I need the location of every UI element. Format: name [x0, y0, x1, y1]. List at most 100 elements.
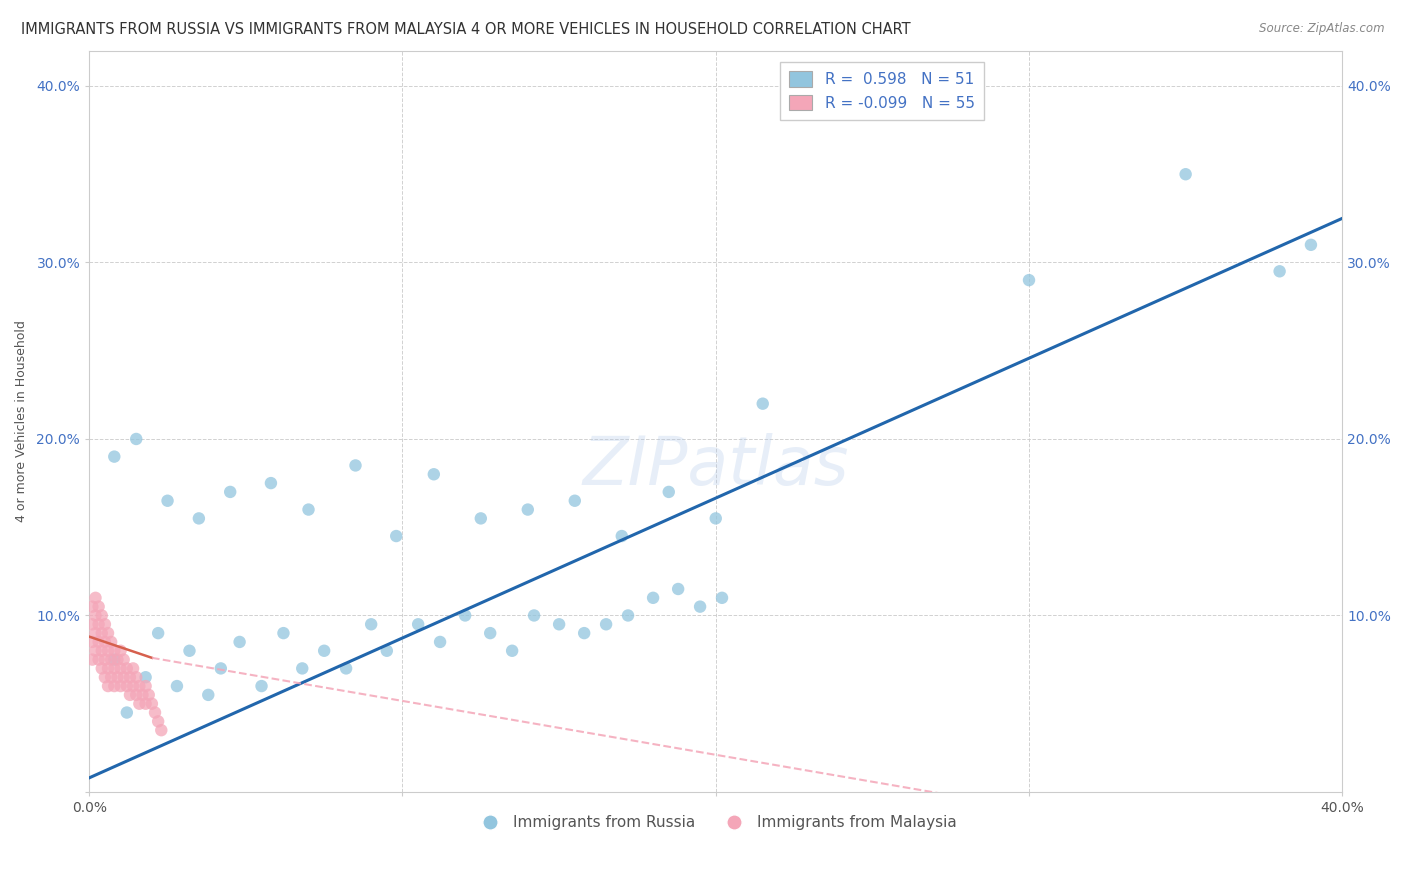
Point	[90, 661, 112, 675]
Point	[100, 670, 122, 684]
Point	[156, 493, 179, 508]
Point	[470, 511, 492, 525]
Point	[115, 661, 138, 675]
Point	[516, 502, 538, 516]
Point	[115, 679, 138, 693]
Point	[100, 635, 122, 649]
Point	[131, 688, 153, 702]
Point	[297, 502, 319, 516]
Point	[141, 697, 163, 711]
Point	[179, 644, 201, 658]
Point	[138, 688, 160, 702]
Point	[1018, 273, 1040, 287]
Point	[87, 635, 110, 649]
Point	[135, 670, 157, 684]
Point	[423, 467, 446, 482]
Point	[146, 714, 169, 729]
Point	[103, 450, 125, 464]
Point	[125, 670, 148, 684]
Point	[344, 458, 367, 473]
Point	[90, 644, 112, 658]
Point	[118, 688, 141, 702]
Point	[219, 484, 242, 499]
Point	[84, 608, 107, 623]
Text: ZIPatlas: ZIPatlas	[582, 433, 849, 499]
Point	[82, 652, 104, 666]
Point	[118, 670, 141, 684]
Point	[572, 626, 595, 640]
Point	[187, 511, 209, 525]
Text: IMMIGRANTS FROM RUSSIA VS IMMIGRANTS FROM MALAYSIA 4 OR MORE VEHICLES IN HOUSEHO: IMMIGRANTS FROM RUSSIA VS IMMIGRANTS FRO…	[21, 22, 911, 37]
Point	[501, 644, 523, 658]
Point	[135, 679, 157, 693]
Point	[617, 608, 640, 623]
Point	[87, 617, 110, 632]
Point	[107, 652, 129, 666]
Point	[704, 511, 727, 525]
Point	[143, 706, 166, 720]
Point	[90, 626, 112, 640]
Point	[94, 617, 117, 632]
Point	[122, 679, 145, 693]
Point	[103, 679, 125, 693]
Point	[595, 617, 617, 632]
Point	[94, 652, 117, 666]
Point	[97, 626, 120, 640]
Point	[110, 661, 132, 675]
Point	[146, 626, 169, 640]
Point	[429, 635, 451, 649]
Point	[112, 652, 135, 666]
Point	[125, 688, 148, 702]
Point	[523, 608, 546, 623]
Point	[103, 661, 125, 675]
Point	[82, 617, 104, 632]
Point	[122, 661, 145, 675]
Point	[90, 608, 112, 623]
Point	[228, 635, 250, 649]
Point	[335, 661, 357, 675]
Point	[84, 644, 107, 658]
Point	[250, 679, 273, 693]
Point	[125, 432, 148, 446]
Point	[643, 591, 665, 605]
Point	[1299, 237, 1322, 252]
Point	[689, 599, 711, 614]
Point	[479, 626, 502, 640]
Point	[107, 670, 129, 684]
Point	[406, 617, 429, 632]
Point	[666, 582, 689, 596]
Point	[360, 617, 382, 632]
Point	[454, 608, 477, 623]
Point	[128, 679, 150, 693]
Point	[112, 670, 135, 684]
Point	[84, 626, 107, 640]
Point	[564, 493, 586, 508]
Point	[273, 626, 295, 640]
Point	[82, 599, 104, 614]
Point	[110, 679, 132, 693]
Y-axis label: 4 or more Vehicles in Household: 4 or more Vehicles in Household	[15, 320, 28, 522]
Point	[87, 599, 110, 614]
Point	[260, 476, 283, 491]
Point	[375, 644, 398, 658]
Point	[385, 529, 408, 543]
Point	[94, 670, 117, 684]
Point	[1268, 264, 1291, 278]
Point	[97, 679, 120, 693]
Point	[103, 644, 125, 658]
Point	[291, 661, 314, 675]
Point	[128, 697, 150, 711]
Legend: Immigrants from Russia, Immigrants from Malaysia: Immigrants from Russia, Immigrants from …	[470, 809, 963, 836]
Point	[166, 679, 188, 693]
Point	[150, 723, 173, 738]
Point	[82, 635, 104, 649]
Point	[94, 635, 117, 649]
Point	[610, 529, 633, 543]
Point	[1174, 167, 1197, 181]
Point	[197, 688, 219, 702]
Point	[209, 661, 232, 675]
Point	[97, 644, 120, 658]
Point	[711, 591, 734, 605]
Point	[84, 591, 107, 605]
Point	[110, 644, 132, 658]
